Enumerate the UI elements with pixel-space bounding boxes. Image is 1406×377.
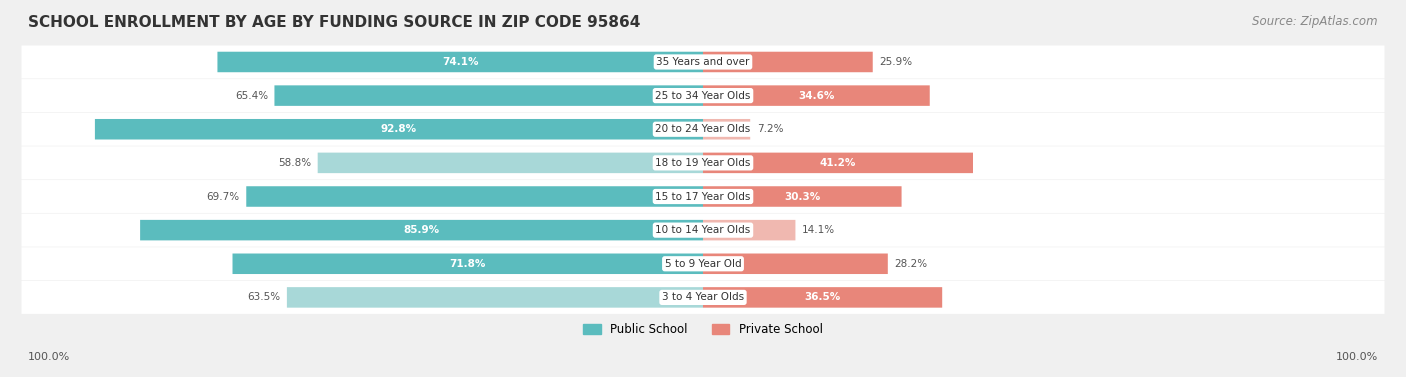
- FancyBboxPatch shape: [703, 85, 929, 106]
- Text: 65.4%: 65.4%: [235, 90, 269, 101]
- Text: 7.2%: 7.2%: [756, 124, 783, 134]
- Text: 25 to 34 Year Olds: 25 to 34 Year Olds: [655, 90, 751, 101]
- Text: 34.6%: 34.6%: [799, 90, 835, 101]
- FancyBboxPatch shape: [96, 119, 703, 139]
- Text: 14.1%: 14.1%: [801, 225, 835, 235]
- Text: 63.5%: 63.5%: [247, 293, 280, 302]
- FancyBboxPatch shape: [21, 146, 1385, 179]
- Text: 30.3%: 30.3%: [785, 192, 820, 201]
- Legend: Public School, Private School: Public School, Private School: [579, 318, 827, 340]
- Text: 36.5%: 36.5%: [804, 293, 841, 302]
- FancyBboxPatch shape: [232, 253, 703, 274]
- Text: 71.8%: 71.8%: [450, 259, 486, 269]
- FancyBboxPatch shape: [218, 52, 703, 72]
- FancyBboxPatch shape: [21, 113, 1385, 146]
- Text: 58.8%: 58.8%: [278, 158, 311, 168]
- Text: 92.8%: 92.8%: [381, 124, 418, 134]
- FancyBboxPatch shape: [21, 281, 1385, 314]
- Text: 20 to 24 Year Olds: 20 to 24 Year Olds: [655, 124, 751, 134]
- FancyBboxPatch shape: [318, 153, 703, 173]
- FancyBboxPatch shape: [21, 214, 1385, 247]
- Text: Source: ZipAtlas.com: Source: ZipAtlas.com: [1253, 15, 1378, 28]
- Text: 15 to 17 Year Olds: 15 to 17 Year Olds: [655, 192, 751, 201]
- Text: SCHOOL ENROLLMENT BY AGE BY FUNDING SOURCE IN ZIP CODE 95864: SCHOOL ENROLLMENT BY AGE BY FUNDING SOUR…: [28, 15, 641, 30]
- FancyBboxPatch shape: [703, 153, 973, 173]
- Text: 85.9%: 85.9%: [404, 225, 440, 235]
- FancyBboxPatch shape: [21, 46, 1385, 78]
- FancyBboxPatch shape: [274, 85, 703, 106]
- Text: 18 to 19 Year Olds: 18 to 19 Year Olds: [655, 158, 751, 168]
- Text: 3 to 4 Year Olds: 3 to 4 Year Olds: [662, 293, 744, 302]
- Text: 10 to 14 Year Olds: 10 to 14 Year Olds: [655, 225, 751, 235]
- Text: 100.0%: 100.0%: [1336, 352, 1378, 362]
- Text: 41.2%: 41.2%: [820, 158, 856, 168]
- FancyBboxPatch shape: [21, 247, 1385, 280]
- FancyBboxPatch shape: [703, 186, 901, 207]
- Text: 5 to 9 Year Old: 5 to 9 Year Old: [665, 259, 741, 269]
- FancyBboxPatch shape: [703, 220, 796, 241]
- Text: 28.2%: 28.2%: [894, 259, 928, 269]
- FancyBboxPatch shape: [21, 180, 1385, 213]
- Text: 100.0%: 100.0%: [28, 352, 70, 362]
- Text: 69.7%: 69.7%: [207, 192, 240, 201]
- FancyBboxPatch shape: [703, 253, 887, 274]
- Text: 74.1%: 74.1%: [441, 57, 478, 67]
- FancyBboxPatch shape: [21, 79, 1385, 112]
- FancyBboxPatch shape: [141, 220, 703, 241]
- Text: 25.9%: 25.9%: [879, 57, 912, 67]
- FancyBboxPatch shape: [703, 119, 751, 139]
- FancyBboxPatch shape: [287, 287, 703, 308]
- FancyBboxPatch shape: [246, 186, 703, 207]
- FancyBboxPatch shape: [703, 287, 942, 308]
- FancyBboxPatch shape: [703, 52, 873, 72]
- Text: 35 Years and over: 35 Years and over: [657, 57, 749, 67]
